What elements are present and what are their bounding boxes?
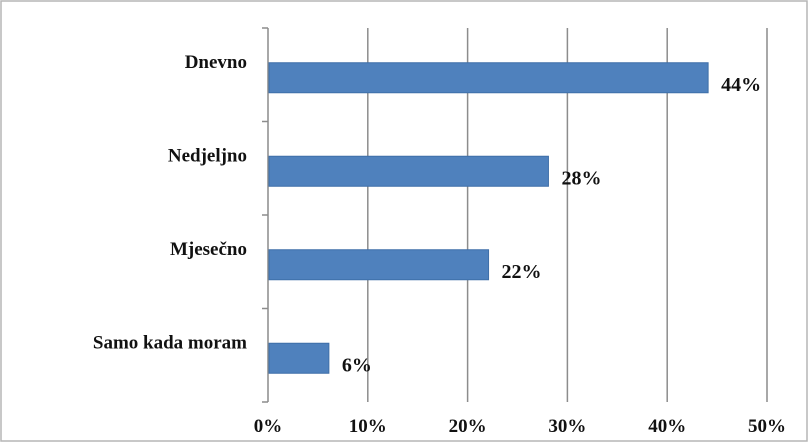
x-tick-label: 30% (548, 416, 586, 437)
x-tick-label: 40% (648, 416, 686, 437)
x-tick-label: 20% (449, 416, 487, 437)
labels: 0% 10% 20% 30% 40% 50% Dnevno 44% Nedjeljno 28% Mj… (93, 52, 786, 437)
category-label: Dnevno (185, 52, 247, 73)
x-tick-label: 10% (349, 416, 387, 437)
category-label: Nedjeljno (168, 145, 247, 166)
bar-3 (268, 249, 490, 281)
data-label: 22% (502, 261, 542, 283)
data-label: 6% (342, 354, 372, 376)
data-label: 28% (561, 167, 601, 189)
bar-1 (268, 62, 709, 94)
bars (268, 62, 709, 374)
x-tick-label: 50% (748, 416, 786, 437)
bar-4 (268, 342, 330, 374)
data-label: 44% (721, 74, 761, 96)
category-label: Samo kada moram (93, 332, 247, 353)
bar-2 (268, 155, 549, 187)
category-label: Mjesečno (170, 239, 247, 260)
axes (262, 27, 269, 403)
x-tick-label: 0% (254, 416, 283, 437)
